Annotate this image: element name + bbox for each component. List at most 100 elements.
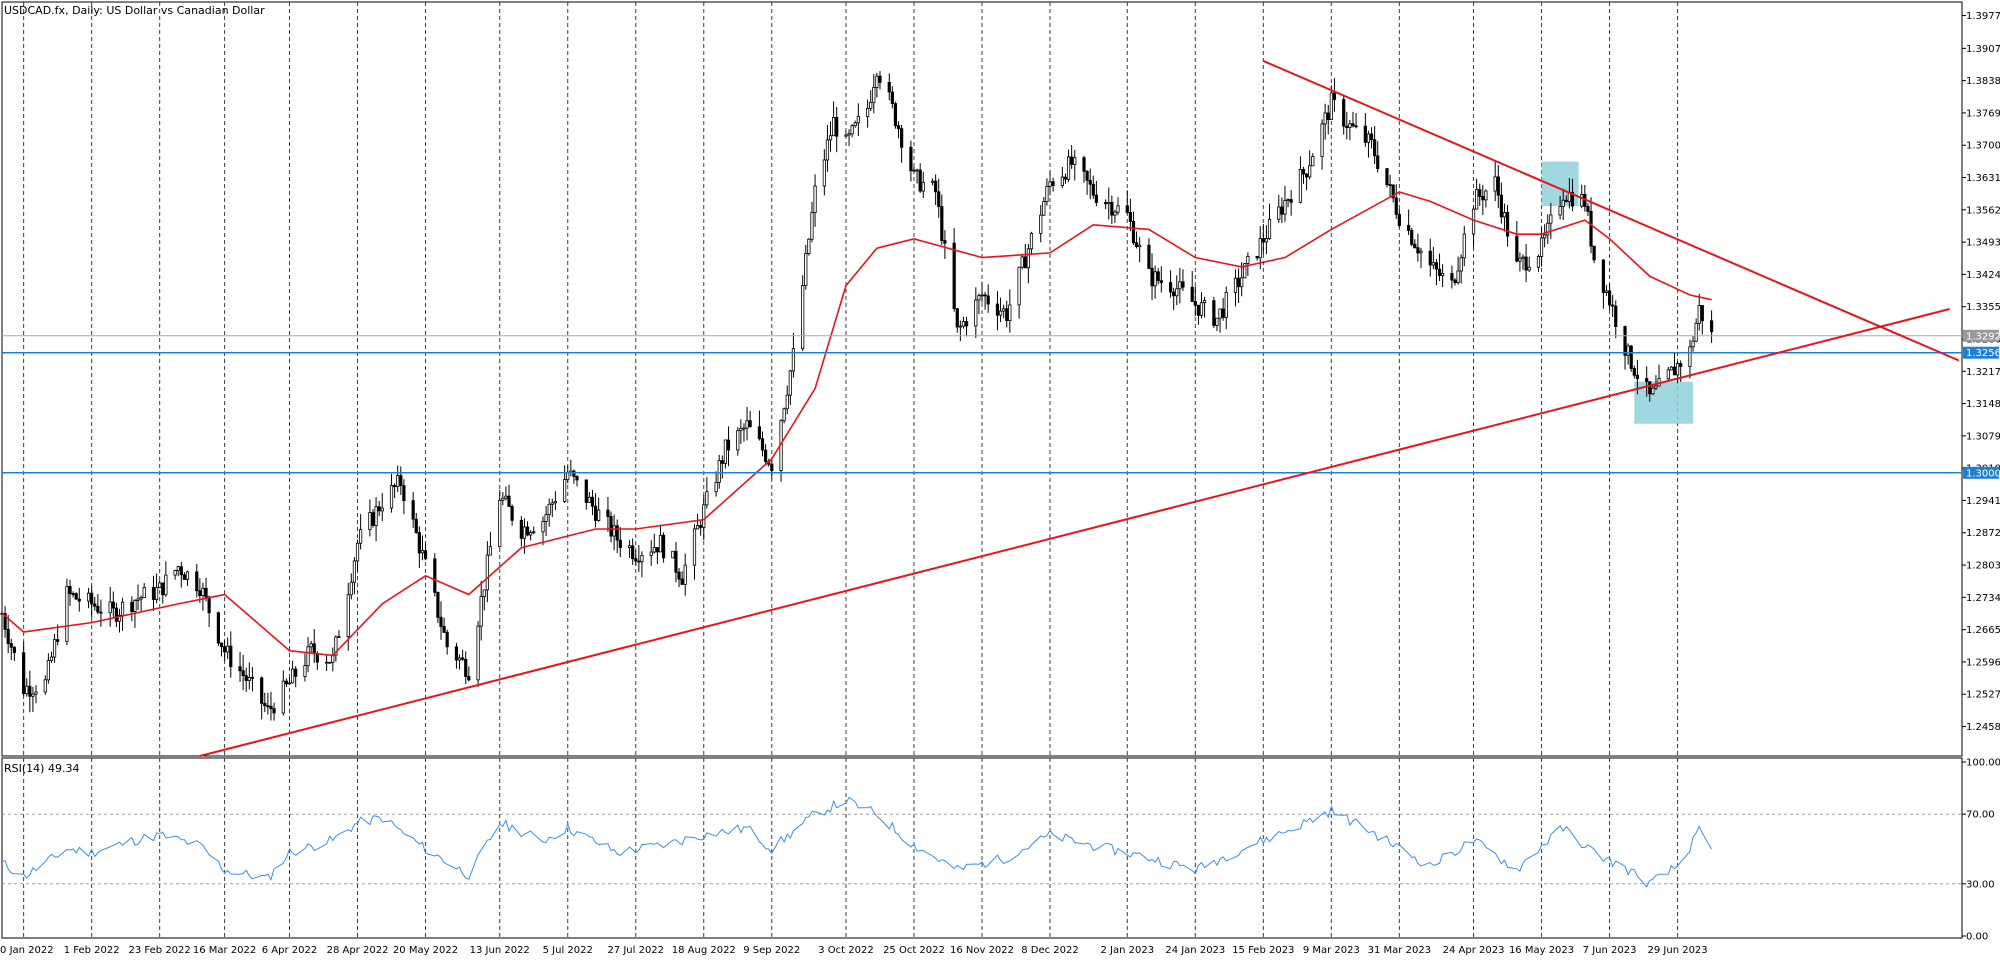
candle-body: [763, 449, 768, 462]
candle-body: [117, 614, 122, 622]
candle-body: [1475, 189, 1479, 210]
candle-body: [1178, 281, 1182, 290]
candle-body: [1193, 301, 1197, 306]
candle-body: [303, 665, 307, 677]
candle-body: [1066, 156, 1071, 180]
candle-body: [1410, 229, 1414, 245]
x-tick-label: 27 Jul 2022: [607, 945, 664, 956]
candle-body: [634, 558, 638, 562]
candle-body: [572, 470, 576, 477]
candle-body: [1243, 263, 1247, 279]
candle-body: [1063, 176, 1068, 180]
candle-body: [1147, 244, 1151, 269]
candle-body: [3, 613, 7, 630]
candle-body: [757, 426, 762, 440]
candle-body: [1481, 196, 1485, 201]
candle-body: [312, 643, 316, 655]
candle-body: [983, 294, 987, 297]
candle-body: [294, 668, 298, 677]
candle-body: [1085, 170, 1089, 181]
y-tick-label: 1.25270: [1966, 690, 2000, 701]
rsi-y-tick-label: 30.00: [1966, 879, 1995, 890]
candle-body: [263, 703, 267, 707]
candle-body: [498, 499, 502, 548]
candle-body: [1218, 308, 1222, 319]
current-price-label: 1.32928: [1966, 331, 2000, 342]
candle-body: [760, 438, 765, 451]
candle-body: [597, 509, 601, 521]
candle-body: [1131, 221, 1136, 244]
candle-body: [281, 680, 285, 714]
x-tick-label: 7 Jun 2023: [1583, 945, 1637, 956]
candle-body: [1515, 235, 1519, 262]
candle-body: [952, 242, 956, 310]
candle-body: [315, 653, 319, 663]
candle-body: [658, 534, 663, 553]
candle-body: [825, 139, 830, 161]
candle-body: [68, 586, 72, 594]
candle-body: [1391, 184, 1395, 199]
candle-body: [705, 491, 709, 506]
candle-body: [371, 512, 375, 526]
candle-body: [804, 253, 808, 287]
current-price-tag-bg: [1963, 329, 1999, 342]
y-tick-label: 1.25960: [1966, 657, 2000, 668]
candle-body: [411, 500, 415, 520]
candle-body: [158, 582, 162, 589]
x-tick-label: 10 Jan 2022: [0, 945, 54, 956]
candle-body: [1246, 255, 1250, 264]
candle-body: [1125, 205, 1129, 213]
candle-body: [201, 587, 205, 596]
candle-body: [402, 485, 406, 502]
candle-body: [1168, 282, 1173, 293]
candle-body: [964, 321, 969, 327]
candle-body: [507, 495, 511, 507]
candle-body: [130, 601, 134, 612]
candle-body: [529, 532, 533, 536]
candle-body: [142, 586, 146, 598]
candle-body: [671, 550, 675, 559]
candle-body: [182, 574, 186, 580]
candle-body: [649, 551, 653, 556]
candle-body: [349, 581, 353, 596]
x-tick-label: 9 Mar 2023: [1303, 945, 1360, 956]
candle-body: [1459, 257, 1463, 272]
candle-body: [813, 185, 817, 213]
candle-body: [1110, 201, 1114, 216]
candle-body: [108, 601, 112, 614]
x-tick-label: 23 Feb 2022: [129, 945, 191, 956]
candle-body: [28, 685, 32, 697]
candle-body: [417, 532, 421, 554]
candle-body: [43, 679, 47, 693]
candle-body: [1524, 256, 1528, 271]
y-tick-label: 1.38380: [1966, 76, 2000, 87]
candle-body: [1536, 256, 1541, 268]
candle-body: [238, 666, 242, 672]
candle-body: [1236, 277, 1241, 288]
candle-body: [1301, 169, 1306, 175]
candle-body: [1413, 243, 1417, 249]
candle-body: [352, 560, 357, 583]
candle-body: [229, 645, 233, 668]
candle-body: [1369, 133, 1374, 141]
candle-body: [49, 656, 54, 661]
candle-body: [739, 428, 743, 431]
candle-body: [120, 601, 125, 616]
y-tick-label: 1.39070: [1966, 44, 2000, 55]
candle-body: [1580, 194, 1584, 207]
candle-body: [1240, 277, 1244, 288]
candle-body: [847, 133, 851, 136]
x-tick-label: 8 Dec 2022: [1021, 945, 1079, 956]
rsi-y-tick-label: 100.00: [1966, 758, 2000, 769]
candle-body: [161, 582, 165, 596]
candle-body: [355, 542, 360, 562]
candle-body: [6, 628, 10, 644]
candle-body: [980, 294, 984, 297]
x-tick-label: 20 May 2022: [393, 945, 458, 956]
candle-body: [1484, 190, 1488, 201]
candle-body: [1471, 208, 1476, 235]
candle-body: [720, 460, 724, 464]
candle-body: [1150, 267, 1154, 287]
candle-body: [114, 607, 118, 622]
candle-body: [1694, 322, 1698, 342]
